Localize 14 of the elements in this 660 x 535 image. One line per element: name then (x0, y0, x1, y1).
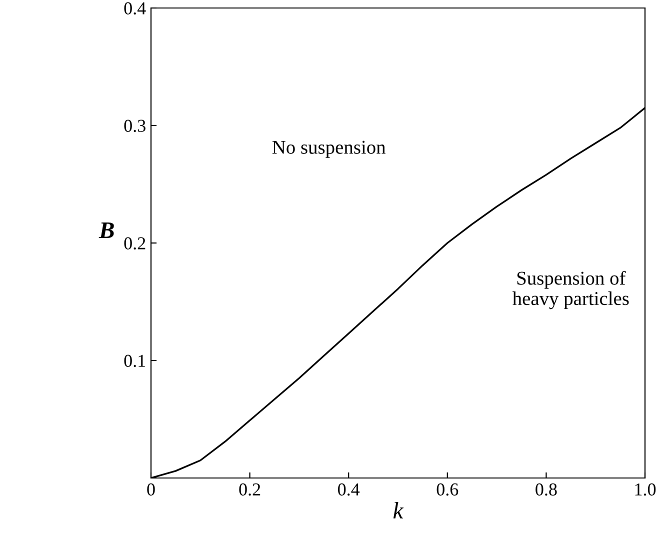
annotation: No suspension (272, 140, 386, 158)
x-tick-label: 0.2 (239, 483, 260, 496)
y-axis-title: B (98, 222, 114, 238)
x-tick-label: 0.4 (338, 483, 360, 496)
x-tick-label: 0.6 (436, 483, 458, 496)
x-axis-title: k (393, 502, 404, 518)
annotation: Suspension of heavy particles (512, 270, 629, 310)
y-tick-label: 0.2 (124, 237, 146, 250)
y-tick-label: 0.3 (124, 120, 146, 132)
y-tick-label: 0.1 (124, 354, 146, 368)
x-tick-label: 0.8 (536, 483, 557, 496)
x-tick-label: 0 (147, 483, 155, 496)
x-tick-label: 1.0 (635, 483, 656, 496)
y-tick-label: 0.4 (124, 2, 146, 15)
